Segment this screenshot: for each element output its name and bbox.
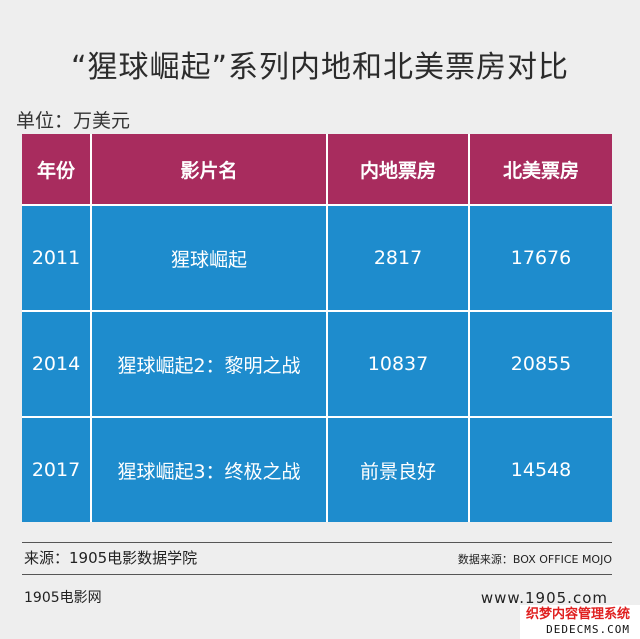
divider-top <box>22 542 612 543</box>
unit-label: 单位：万美元 <box>16 110 131 132</box>
table-row: 2014 猩球崛起2：黎明之战 10837 20855 <box>22 312 612 418</box>
watermark-box <box>520 605 640 639</box>
cell-north-america: 20855 <box>470 312 612 418</box>
cell-year: 2017 <box>22 418 92 522</box>
data-table: 年份 影片名 内地票房 北美票房 2011 猩球崛起 2817 17676 20… <box>22 134 612 522</box>
table-row: 2011 猩球崛起 2817 17676 <box>22 206 612 312</box>
cell-north-america: 14548 <box>470 418 612 522</box>
divider-bottom <box>22 574 612 575</box>
cell-mainland: 2817 <box>328 206 470 312</box>
watermark-line-1: 织梦内容管理系统 <box>525 607 630 622</box>
cell-film: 猩球崛起2：黎明之战 <box>92 312 328 418</box>
watermark-line-2: DEDECMS.COM <box>546 623 630 636</box>
header-mainland-box-office: 内地票房 <box>328 134 470 206</box>
table-row: 2017 猩球崛起3：终极之战 前景良好 14548 <box>22 418 612 522</box>
brand-text: 1905电影网 <box>24 590 102 606</box>
data-source-text: 数据来源：BOX OFFICE MOJO <box>457 553 612 566</box>
site-url[interactable]: www.1905.com <box>480 589 608 607</box>
cell-north-america: 17676 <box>470 206 612 312</box>
cell-mainland: 前景良好 <box>328 418 470 522</box>
source-text: 来源：1905电影数据学院 <box>24 549 198 567</box>
header-film: 影片名 <box>92 134 328 206</box>
cell-year: 2011 <box>22 206 92 312</box>
header-year: 年份 <box>22 134 92 206</box>
cell-year: 2014 <box>22 312 92 418</box>
cell-film: 猩球崛起3：终极之战 <box>92 418 328 522</box>
cell-mainland: 10837 <box>328 312 470 418</box>
cell-film: 猩球崛起 <box>92 206 328 312</box>
box-office-table: 年份 影片名 内地票房 北美票房 2011 猩球崛起 2817 17676 20… <box>22 134 612 522</box>
page-title: “猩球崛起”系列内地和北美票房对比 <box>70 50 570 85</box>
table-header-row: 年份 影片名 内地票房 北美票房 <box>22 134 612 206</box>
header-north-america-box-office: 北美票房 <box>470 134 612 206</box>
